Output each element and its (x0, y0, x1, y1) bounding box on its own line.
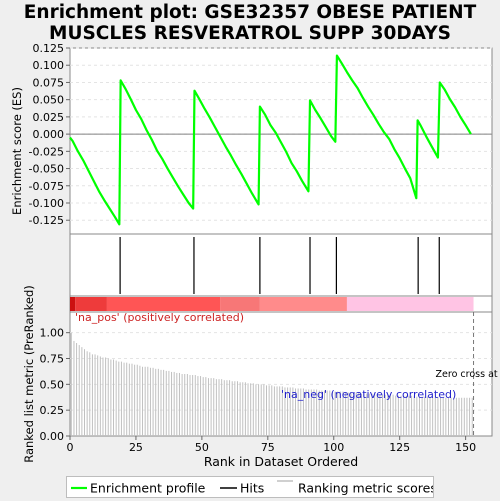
ranked-x-axis: 0 25 50 75 100 125 150 (67, 436, 476, 454)
ranked-y-axis-label: Ranked list metric (PreRanked) (22, 285, 36, 463)
es-tick-label: 0.125 (33, 42, 65, 55)
ranked-y-tick-label: 0.50 (40, 378, 65, 391)
es-tick-label: 0.025 (33, 111, 65, 124)
zero-cross-label: Zero cross at 153 (436, 369, 500, 380)
ranked-y-axis: 0.00 0.25 0.50 0.75 1.00 (40, 327, 70, 443)
color-bar-segment (259, 297, 347, 311)
es-y-axis-label: Enrichment score (ES) (10, 87, 24, 215)
color-bar-segment (70, 297, 76, 311)
ranked-y-tick-label: 0.00 (40, 430, 65, 443)
ranked-y-tick-label: 1.00 (40, 327, 65, 340)
es-tick-label: -0.050 (29, 163, 64, 176)
ranked-y-tick-label: 0.25 (40, 404, 65, 417)
hits-panel (69, 233, 493, 297)
es-tick-label: -0.125 (29, 214, 64, 227)
es-tick-label: 0.100 (33, 59, 65, 72)
ranked-x-axis-label: Rank in Dataset Ordered (204, 454, 358, 469)
hit-lines (119, 237, 440, 294)
ranked-grid (70, 332, 492, 411)
color-bar-segment (75, 297, 107, 311)
es-tick-label: -0.100 (29, 197, 64, 210)
color-bar-panel (69, 295, 493, 313)
es-tick-label: -0.075 (29, 180, 64, 193)
negative-correlation-label: 'na_neg' (negatively correlated) (281, 388, 456, 401)
legend-graphics: Enrichment profile Hits Ranking metric s… (71, 480, 437, 496)
ranked-x-tick-label: 125 (389, 441, 410, 454)
chart-title: Enrichment plot: GSE32357 OBESE PATIENT … (0, 2, 500, 44)
ranked-x-tick-label: 0 (67, 441, 74, 454)
es-tick-label: 0.075 (33, 76, 65, 89)
color-bar (70, 297, 474, 311)
ranking-metric-bars (70, 332, 473, 436)
ranked-x-tick-label: 25 (129, 441, 143, 454)
es-tick-label: 0.000 (33, 128, 65, 141)
ranked-y-tick-label: 0.75 (40, 353, 65, 366)
color-bar-segment (220, 297, 260, 311)
ranked-x-tick-label: 75 (261, 441, 275, 454)
chart-title-line-2: MUSCLES RESVERATROL SUPP 30DAYS (49, 23, 451, 44)
positive-correlation-label: 'na_pos' (positively correlated) (75, 311, 244, 324)
legend-enrichment-label: Enrichment profile (90, 481, 206, 496)
hits-panel-frame (69, 233, 493, 297)
es-tick-label: -0.025 (29, 145, 64, 158)
legend-hits-label: Hits (240, 481, 264, 496)
color-bar-segment (106, 297, 221, 311)
legend: Enrichment profile Hits Ranking metric s… (66, 476, 437, 498)
color-bar-segment (346, 297, 474, 311)
es-panel: 0.125 0.100 0.075 0.050 0.025 0.000 -0.025 -0.0… (10, 42, 493, 235)
ranked-x-tick-label: 150 (455, 441, 476, 454)
es-tick-label: 0.050 (33, 94, 65, 107)
chart-title-line-1: Enrichment plot: GSE32357 OBESE PATIENT (23, 2, 477, 23)
ranked-panel-frame (69, 311, 493, 437)
enrichment-profile-line (69, 54, 472, 226)
ranked-x-tick-label: 50 (195, 441, 209, 454)
ranked-metric-panel: Zero cross at 153 'na_pos' (positively c… (22, 285, 500, 469)
legend-metric-label: Ranking metric scores (298, 481, 433, 496)
es-y-axis: 0.125 0.100 0.075 0.050 0.025 0.000 -0.025 -0.0… (29, 42, 70, 227)
ranked-x-tick-label: 100 (323, 441, 344, 454)
